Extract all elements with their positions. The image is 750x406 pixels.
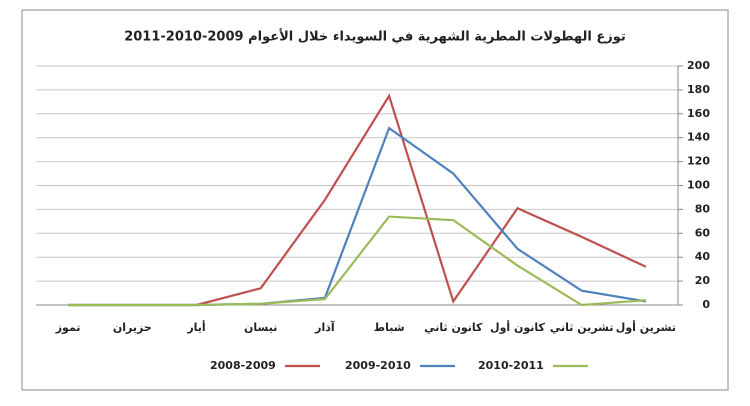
y-tick-label: 180 bbox=[687, 83, 710, 96]
chart-title: توزع الهطولات المطرية الشهرية في السويدا… bbox=[124, 28, 626, 45]
x-tick-label: آذار bbox=[314, 320, 335, 334]
chart-frame bbox=[21, 9, 729, 391]
legend-label: 2008-2009 bbox=[210, 359, 276, 372]
y-tick-label: 120 bbox=[687, 155, 710, 168]
legend-label: 2010-2011 bbox=[478, 359, 544, 372]
y-tick-label: 20 bbox=[695, 274, 711, 287]
y-tick-label: 200 bbox=[687, 59, 710, 72]
x-tick-label: حزيران bbox=[113, 321, 152, 334]
y-tick-label: 160 bbox=[687, 107, 710, 120]
x-tick-label: تشرين ثاني bbox=[550, 321, 614, 334]
y-tick-label: 100 bbox=[687, 179, 710, 192]
legend-label: 2009-2010 bbox=[345, 359, 411, 372]
x-tick-label: نيسان bbox=[244, 321, 277, 334]
y-tick-label: 60 bbox=[695, 226, 711, 239]
series-line bbox=[68, 215, 646, 307]
x-tick-label: تشرين أول bbox=[616, 320, 676, 334]
y-tick-label: 80 bbox=[695, 202, 711, 215]
x-tick-label: تموز bbox=[55, 321, 81, 334]
x-tick-label: كانون أول bbox=[490, 320, 546, 334]
x-tick-label: كانون ثاني bbox=[424, 321, 483, 334]
x-tick-label: أيار bbox=[186, 320, 205, 334]
y-tick-label: 0 bbox=[702, 298, 710, 311]
x-tick-label: شباط bbox=[374, 321, 405, 334]
y-tick-label: 140 bbox=[687, 131, 710, 144]
y-tick-label: 40 bbox=[695, 250, 711, 263]
